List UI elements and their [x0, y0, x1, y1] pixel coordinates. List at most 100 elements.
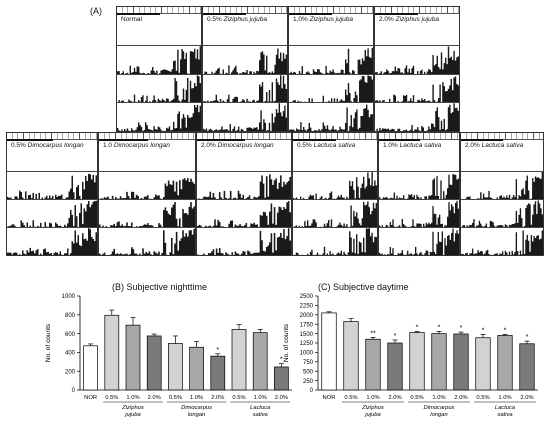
x-tick-label: 1.0% [498, 395, 511, 401]
actogram-label: 1.0% Lactuca sativa [383, 142, 442, 149]
actogram-day-row [289, 73, 373, 104]
group-label: Dimocarpus longan [424, 405, 455, 418]
actogram-zj-05: 0.5% Ziziphus jujuba [202, 6, 288, 132]
y-tick-label: 1750 [300, 322, 314, 328]
y-tick-label: 800 [65, 313, 76, 319]
actogram-label: 2.0% Dimocarpus longan [201, 142, 274, 149]
significance-marker: * [504, 327, 507, 334]
bar [321, 312, 337, 391]
significance-marker: * [280, 357, 283, 364]
x-tick-label: 2.0% [520, 395, 533, 401]
panel-a-label: (A) [90, 6, 102, 16]
actogram-day-row [379, 171, 459, 200]
actogram-day-row [197, 171, 291, 200]
actogram-day-row [7, 171, 97, 200]
chart-c-title: (C) Subjective daytime [318, 282, 409, 292]
actogram-day-row [203, 45, 287, 75]
x-tick-label: 0.5% [105, 395, 118, 401]
bar [475, 337, 491, 391]
bar [497, 335, 513, 391]
actogram-day-row [461, 227, 543, 255]
y-tick-label: 500 [303, 369, 314, 375]
actogram-zj-10: 1.0% Ziziphus jujuba [288, 6, 374, 132]
x-tick-label: 1.0% [366, 395, 379, 401]
bar [104, 314, 120, 391]
significance-marker: * [416, 324, 419, 331]
bar [365, 338, 381, 391]
x-tick-label: NOR [84, 395, 97, 401]
actogram-day-row [293, 227, 377, 255]
actogram-day-row [197, 227, 291, 255]
actogram-label: 2.0% Lactuca sativa [465, 142, 524, 149]
x-tick-label: 1.0% [432, 395, 445, 401]
actogram-day-row [289, 102, 373, 131]
bar [83, 345, 98, 391]
significance-marker: * [438, 324, 441, 331]
actogram-day-row [99, 227, 195, 255]
actogram-label: 2.0% Ziziphus jujuba [379, 16, 439, 23]
y-tick-label: 0 [310, 388, 314, 394]
group-label: Ziziphus jujuba [121, 405, 144, 418]
x-tick-label: 2.0% [211, 395, 224, 401]
actogram-label: 1.0% Ziziphus jujuba [293, 16, 353, 23]
actogram-normal: Normal [116, 6, 202, 132]
actogram-label: 1.0 Dimocarpus longan [103, 142, 170, 149]
actogram-ls-10: 1.0% Lactuca sativa [378, 132, 460, 256]
y-tick-label: 1000 [300, 351, 314, 357]
y-axis-label: No. of counts [283, 323, 290, 362]
actogram-ls-05: 0.5% Lactuca sativa [292, 132, 378, 256]
actogram-zj-20: 2.0% Ziziphus jujuba [374, 6, 460, 132]
y-tick-label: 2000 [300, 313, 314, 319]
x-tick-label: 1.0% [254, 395, 267, 401]
actogram-day-row [293, 171, 377, 200]
x-tick-label: 2.0% [388, 395, 401, 401]
bar [231, 329, 247, 391]
y-tick-label: 1250 [300, 341, 314, 347]
bar [343, 321, 359, 391]
y-axis-label: No. of counts [45, 323, 52, 362]
bar [453, 333, 469, 391]
actogram-day-row [7, 227, 97, 255]
bar [519, 343, 535, 391]
significance-marker: * [460, 325, 463, 332]
actogram-day-row [461, 199, 543, 228]
group-label: Dimocarpus longan [181, 405, 212, 418]
actogram-label: 0.5% Ziziphus jujuba [207, 16, 267, 23]
x-tick-label: 0.5% [476, 395, 489, 401]
x-tick-label: 0.5% [169, 395, 182, 401]
group-label: Lactuca sativa [250, 405, 271, 418]
bar [125, 324, 141, 391]
group-label: Ziziphus jujuba [361, 405, 384, 418]
y-tick-label: 750 [303, 360, 314, 366]
chart-b-subjective-nighttime: 0 200 400 600 800 1000 No. of counts NOR 0.5% 1.0… [45, 294, 292, 418]
actogram-ls-20: 2.0% Lactuca sativa [460, 132, 544, 256]
y-tick-label: 600 [65, 332, 76, 338]
actogram-day-row [197, 199, 291, 228]
bar [210, 355, 226, 391]
x-tick-label: 2.0% [148, 395, 161, 401]
group-label: Lactuca sativa [495, 405, 516, 418]
x-tick-label: 0.5% [344, 395, 357, 401]
actogram-day-row [379, 199, 459, 228]
x-tick-label: NOR [323, 395, 336, 401]
x-tick-label: 1.0% [126, 395, 139, 401]
actogram-day-row [99, 171, 195, 200]
y-tick-label: 2500 [300, 294, 314, 300]
actogram-day-row [203, 102, 287, 131]
actogram-dl-05: 0.5% Dimocarpus longan [6, 132, 98, 256]
y-tick-label: 1000 [62, 294, 76, 300]
significance-marker: * [216, 347, 219, 354]
significance-marker: * [394, 333, 397, 340]
actogram-day-row [117, 102, 201, 131]
bar [252, 332, 268, 391]
actogram-label: Normal [121, 16, 142, 23]
significance-marker: * [482, 327, 485, 334]
chart-c-subjective-daytime: 0 250 500 750 1000 1250 1500 1750 2000 2250 2500 No… [283, 294, 538, 418]
x-tick-label: 1.0% [190, 395, 203, 401]
significance-marker: * [526, 334, 529, 341]
actogram-label: 0.5% Lactuca sativa [297, 142, 356, 149]
actogram-day-row [289, 45, 373, 75]
actogram-day-row [461, 171, 543, 200]
y-tick-label: 250 [303, 379, 314, 385]
x-tick-label: 2.0% [275, 395, 288, 401]
